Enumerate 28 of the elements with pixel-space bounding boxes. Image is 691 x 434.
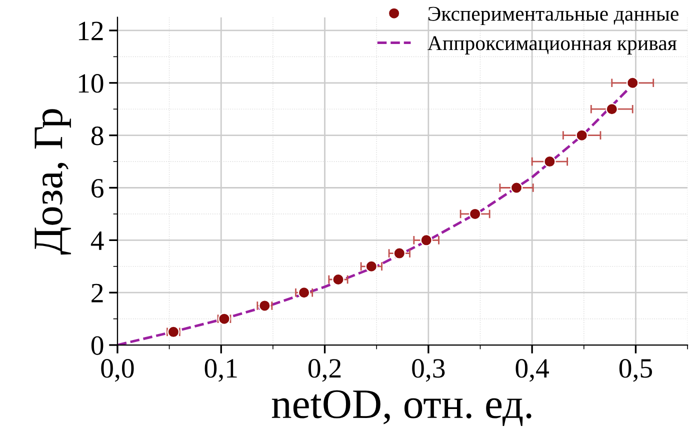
point [468,208,482,220]
x-tick-label: 0,5 [619,359,652,382]
y-tick-label: 10 [78,74,104,93]
x-tick-label: 0,1 [204,359,237,382]
point [298,286,310,299]
y-tick-label: 6 [92,178,104,198]
y-tick-label: 2 [92,284,103,302]
x-tick-label: 0,2 [308,359,341,382]
x-axis-title: netOD, отн. ед. [272,390,532,426]
x-tick-label: 0,3 [412,359,445,382]
point [510,182,523,194]
point [332,273,344,286]
point [544,155,556,168]
legend-label: Аппроксимационная кривая [428,36,677,54]
y-axis-title: Доза, Гр [34,109,71,255]
x-tick-label: 0,0 [101,359,134,382]
legend-label: Экспериментальные данные [428,6,678,26]
x-tick-label: 0,4 [516,359,549,382]
point [393,247,406,260]
point [626,76,639,90]
point [420,234,432,246]
y-tick-label: 4 [90,232,104,250]
y-tick-label: 8 [91,126,104,146]
point [606,102,618,116]
y-tick-label: 12 [78,22,103,40]
point [576,129,588,142]
point [365,260,378,272]
y-tick-label: 0 [91,336,104,355]
